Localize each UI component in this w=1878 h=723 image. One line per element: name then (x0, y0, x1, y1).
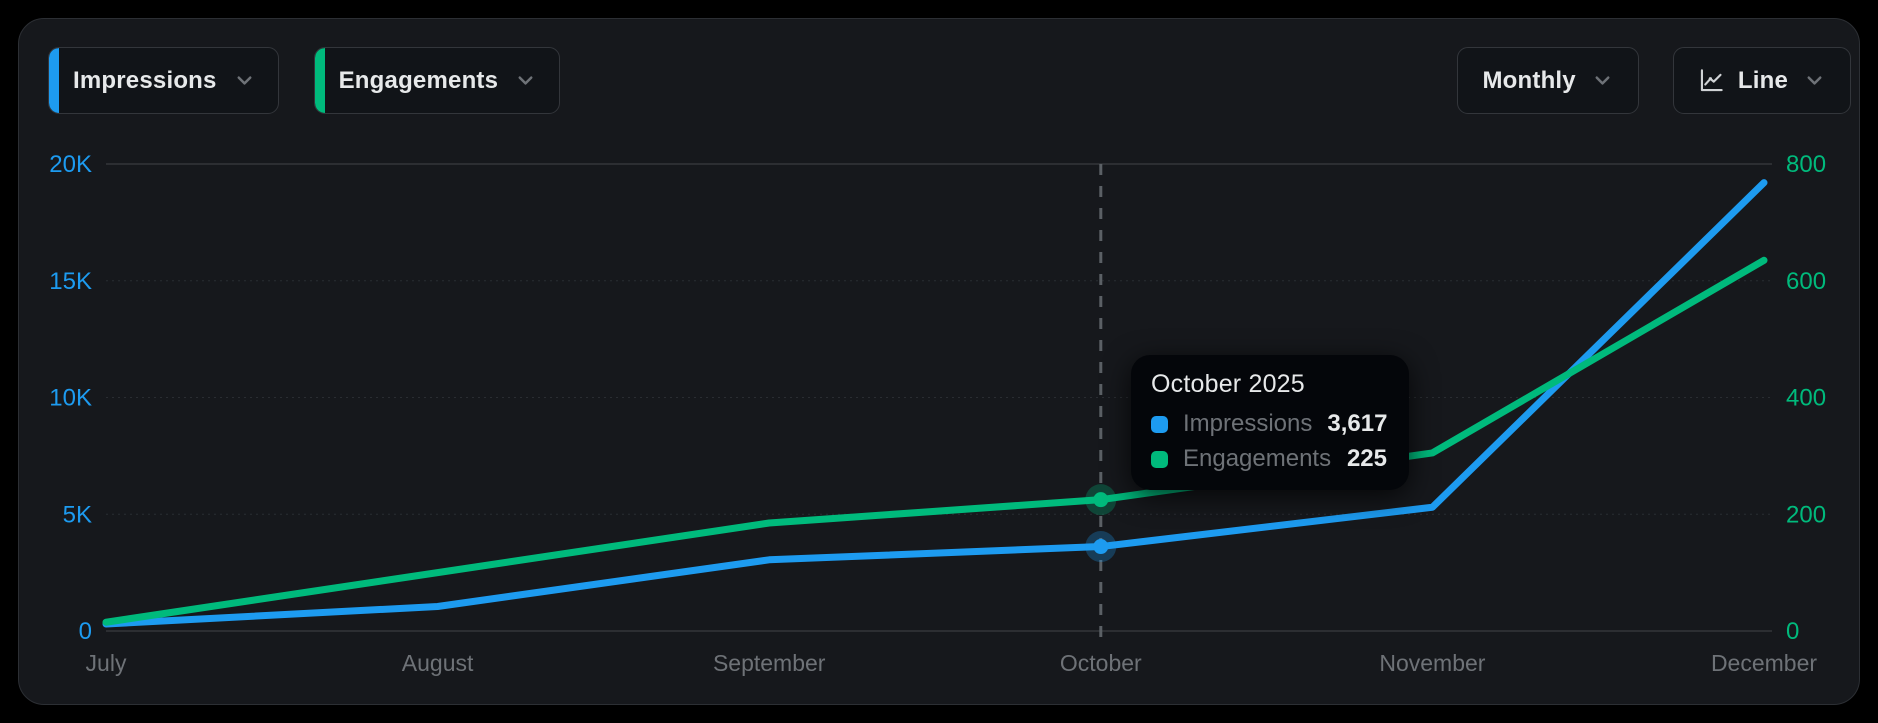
y-axis-label-left: 15K (49, 268, 92, 295)
series-line-engagements[interactable] (102, 256, 1768, 626)
tooltip-impressions-label: Impressions (1183, 410, 1313, 437)
impressions-metric-label: Impressions (73, 66, 217, 94)
y-axis-label-left: 20K (49, 151, 92, 178)
period-dropdown[interactable]: Monthly (1457, 47, 1639, 114)
line-chart-icon (1700, 69, 1723, 92)
x-axis-label: December (1711, 650, 1817, 676)
chart-options: Monthly Line (1457, 47, 1851, 114)
highlight-marker-impressions[interactable] (1093, 539, 1109, 555)
y-axis-label-left: 10K (49, 385, 92, 412)
x-axis-label: September (713, 650, 826, 676)
engagements-metric-dropdown[interactable]: Engagements (313, 47, 561, 114)
series-line-impressions[interactable] (102, 179, 1768, 628)
tooltip-row-engagements: Engagements 225 (1151, 445, 1387, 473)
y-axis-label-left: 0 (79, 618, 92, 645)
chevron-down-icon (518, 76, 533, 85)
y-axis-label-right: 600 (1786, 268, 1826, 295)
chevron-down-icon (237, 76, 252, 85)
impressions-accent-bar (49, 48, 59, 113)
chart-tooltip: October 2025 Impressions 3,617 Engagemen… (1131, 355, 1409, 490)
tooltip-row-impressions: Impressions 3,617 (1151, 410, 1387, 438)
x-axis-label: August (402, 650, 474, 676)
chart-controls-header: Impressions Engagements Monthly (48, 47, 1851, 114)
engagements-metric-label: Engagements (338, 66, 499, 94)
chart-type-dropdown[interactable]: Line (1672, 47, 1851, 114)
chevron-down-icon (1595, 76, 1610, 85)
x-axis-label: July (86, 650, 127, 676)
chevron-down-icon (1807, 76, 1822, 85)
chart-type-label: Line (1737, 66, 1788, 94)
tooltip-engagements-value: 225 (1346, 445, 1387, 472)
highlight-marker-engagements[interactable] (1093, 492, 1109, 508)
tooltip-engagements-label: Engagements (1183, 445, 1332, 472)
y-axis-label-left: 5K (63, 501, 92, 528)
engagements-swatch (1151, 450, 1168, 468)
impressions-swatch (1151, 415, 1168, 433)
y-axis-label-right: 200 (1786, 501, 1826, 528)
engagements-accent-bar (314, 48, 325, 113)
period-label: Monthly (1482, 66, 1576, 94)
metric-selectors: Impressions Engagements (48, 47, 561, 114)
x-axis-label: October (1060, 650, 1142, 676)
tooltip-title: October 2025 (1151, 370, 1305, 398)
y-axis-label-right: 400 (1786, 385, 1826, 412)
impressions-metric-dropdown[interactable]: Impressions (48, 47, 279, 114)
tooltip-impressions-value: 3,617 (1327, 410, 1388, 437)
y-axis-label-right: 800 (1786, 151, 1826, 178)
x-axis-label: November (1379, 650, 1485, 676)
y-axis-label-right: 0 (1786, 618, 1799, 645)
